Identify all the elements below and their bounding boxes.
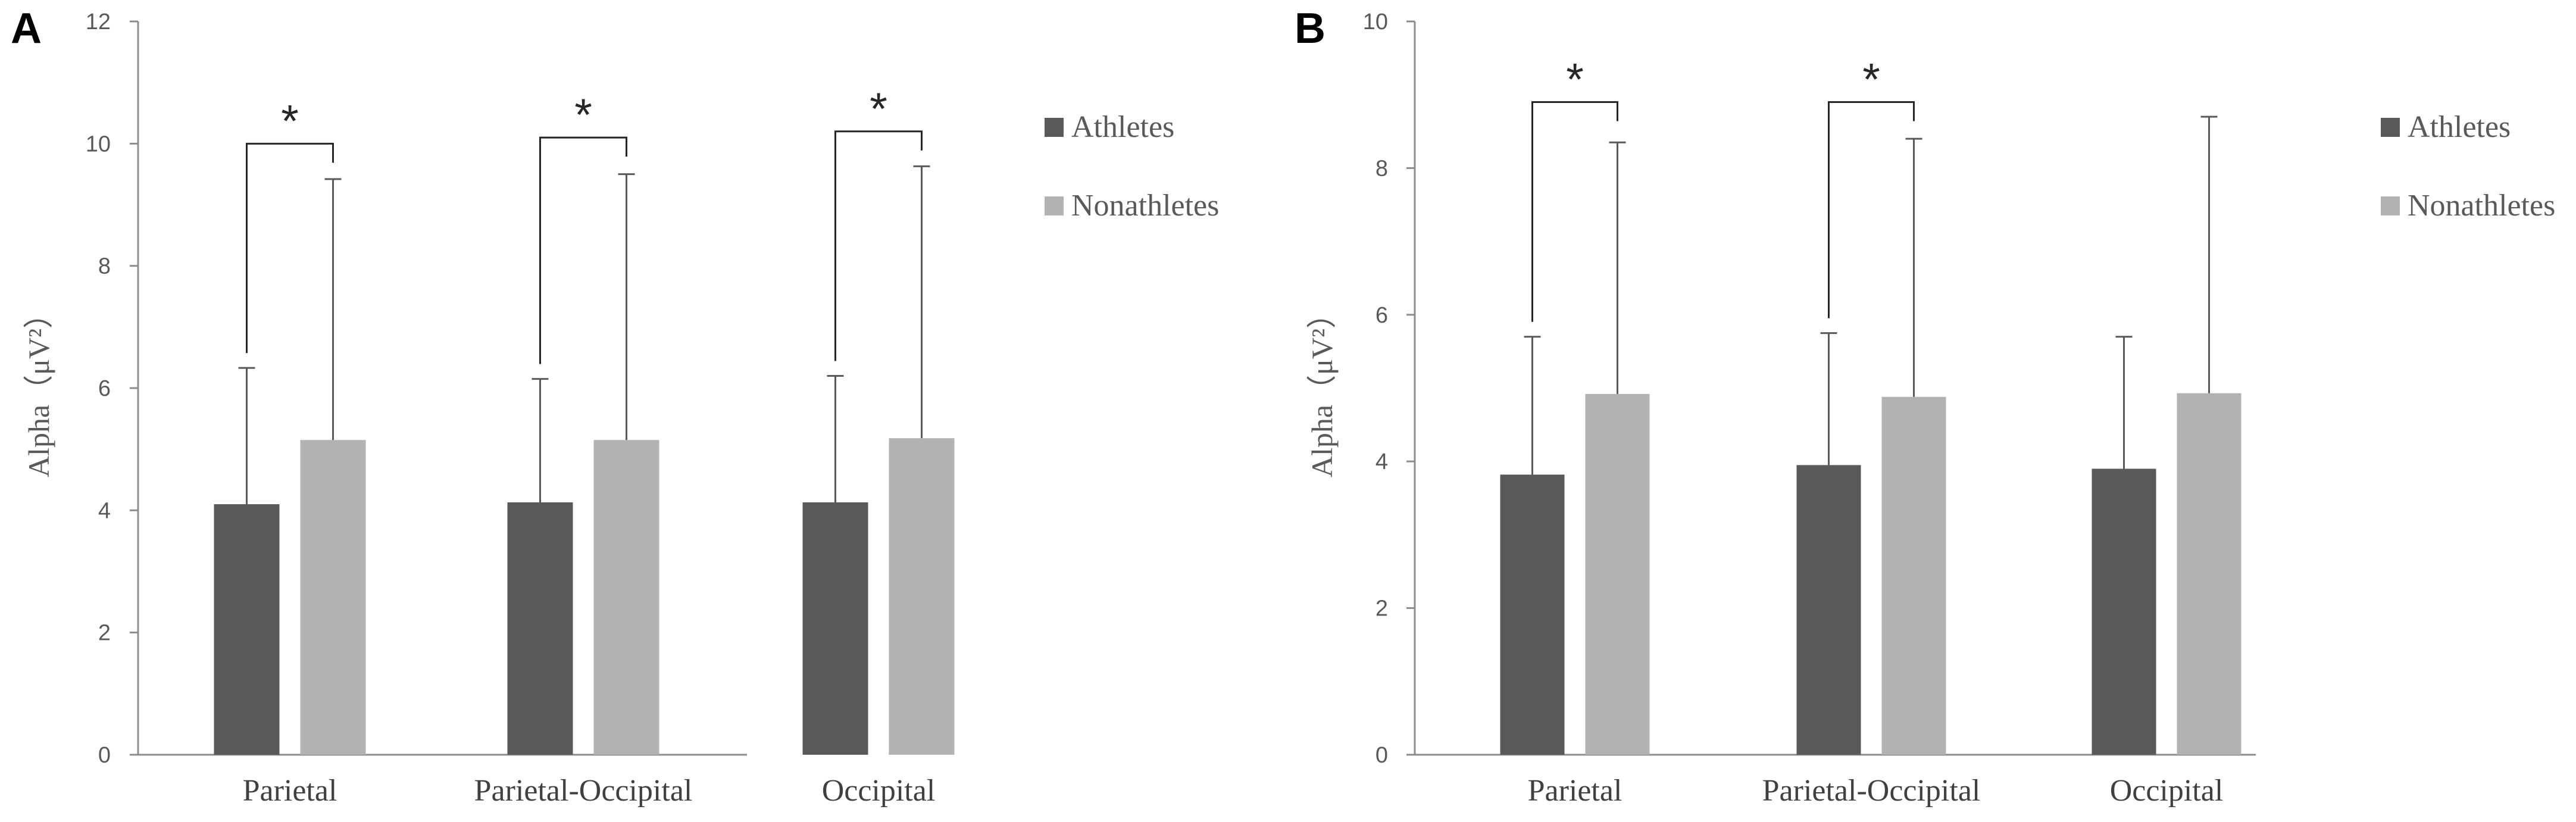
y-tick-label: 0 — [1375, 743, 1388, 768]
y-tick-label: 2 — [1375, 596, 1388, 621]
y-tick-label: 12 — [86, 10, 111, 35]
x-category-label: Parietal — [1528, 774, 1622, 808]
bar-nonathletes — [1881, 396, 1946, 755]
significance-bracket — [1531, 101, 1618, 322]
legend-swatch-nonathletes — [1045, 196, 1064, 215]
significance-bracket — [539, 136, 627, 364]
legend-label: Nonathletes — [1071, 189, 1219, 223]
y-tick-label: 4 — [1375, 449, 1388, 474]
bar-athletes — [1500, 474, 1565, 755]
bar-nonathletes — [300, 440, 366, 755]
y-tick-label: 10 — [1363, 10, 1388, 35]
bar-athletes — [2092, 468, 2156, 755]
x-category-label: Parietal-Occipital — [1762, 774, 1981, 808]
significance-bracket — [246, 142, 334, 354]
significance-star: * — [281, 96, 299, 146]
significance-bracket — [834, 130, 923, 361]
bar-nonathletes — [889, 438, 955, 755]
bar-nonathletes — [2177, 393, 2242, 755]
bar-nonathletes — [1585, 393, 1650, 755]
bar-athletes — [214, 504, 280, 755]
y-tick-label: 6 — [1375, 303, 1388, 328]
y-tick-label: 10 — [86, 132, 111, 157]
x-category-label: Occipital — [822, 774, 936, 808]
legend-label: Nonathletes — [2408, 189, 2555, 223]
y-tick-label: 8 — [98, 254, 111, 279]
legend-swatch-athletes — [2381, 118, 2400, 137]
panel-letter: A — [11, 5, 42, 52]
y-tick-label: 4 — [98, 498, 111, 523]
bar-athletes — [802, 502, 868, 755]
significance-star: * — [870, 84, 887, 135]
significance-star: * — [1862, 55, 1880, 105]
y-tick-label: 6 — [98, 376, 111, 401]
panel-b: B 0 2 4 6 8 10 Alpha（μV²） Parietal Parietal-Occip… — [1295, 5, 2555, 808]
significance-star: * — [1566, 55, 1584, 105]
y-tick-label: 0 — [98, 743, 111, 768]
y-axis-title: Alpha（μV²） — [1305, 299, 1339, 477]
legend-swatch-athletes — [1045, 118, 1064, 137]
legend-label: Athletes — [2408, 110, 2511, 144]
legend-swatch-nonathletes — [2381, 196, 2400, 215]
legend-label: Athletes — [1071, 110, 1174, 144]
bar-nonathletes — [593, 440, 659, 755]
panel-letter: B — [1295, 5, 1325, 52]
y-tick-label: 8 — [1375, 156, 1388, 181]
bar-athletes — [507, 502, 573, 755]
x-category-label: Parietal-Occipital — [474, 774, 693, 808]
x-category-label: Occipital — [2110, 774, 2224, 808]
x-category-label: Parietal — [243, 774, 337, 808]
y-tick-label: 2 — [98, 621, 111, 646]
bar-athletes — [1796, 465, 1861, 755]
panel-a: A 0 2 4 6 8 10 12 Alpha（μV²） Parietal Parietal-Occ… — [11, 5, 1219, 808]
y-axis-title: Alpha（μV²） — [22, 299, 55, 477]
significance-star: * — [574, 90, 592, 140]
significance-bracket — [1828, 101, 1915, 318]
